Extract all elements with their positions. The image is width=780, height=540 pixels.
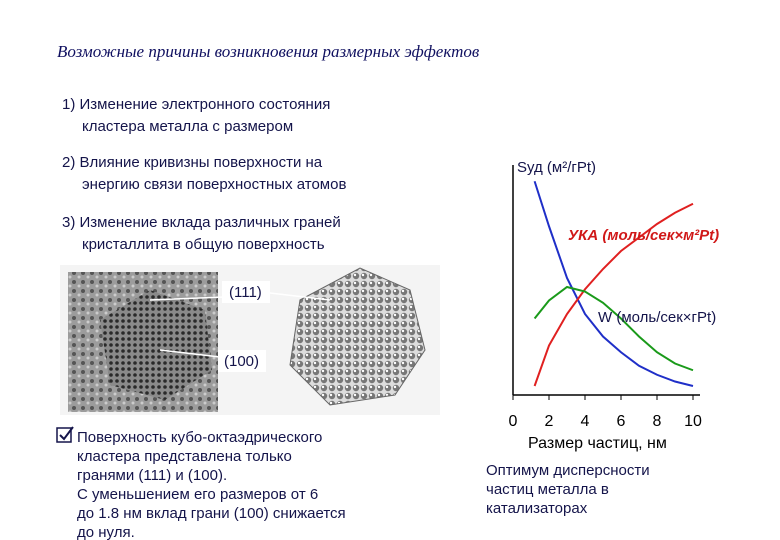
curve-label: Sуд (м²/гPt) [517,159,596,176]
slide-title: Возможные причины возникновения размерны… [57,42,480,61]
item-line: кристаллита в общую поверхность [82,236,325,253]
pointer [149,296,225,301]
note-line: до нуля. [77,524,135,540]
curve-label: W (моль/сек×гPt) [598,309,716,326]
note-line: кластера представлена только [77,448,292,465]
tem-cluster [100,290,212,400]
curve-label: УКА (моль/сек×м²Pt) [568,227,719,244]
item-line: кластера металла с размером [82,118,293,135]
x-tick-label: 4 [581,413,590,430]
image-label: (111) [229,284,262,301]
note-line: С уменьшением его размеров от 6 [77,486,318,503]
caption-line: катализаторах [486,500,588,517]
label-box [218,350,266,372]
curve [533,180,694,387]
checkmark [59,426,74,441]
x-tick-label: 10 [684,413,702,430]
curve [533,285,694,372]
label-box [222,281,270,303]
item-line: энергию связи поверхностных атомов [82,176,346,193]
pointer [269,292,331,301]
x-tick-label: 6 [617,413,626,430]
note-line: Поверхность кубо-октаэдрического [77,429,322,446]
item-line: 2) Влияние кривизны поверхности на [62,154,323,171]
pointer [159,349,221,358]
x-axis-title: Размер частиц, нм [528,435,667,452]
checkbox [56,427,72,443]
note-line: до 1.8 нм вклад грани (100) снижается [77,505,346,522]
x-tick-label: 2 [545,413,554,430]
note-line: гранями (111) и (100). [77,467,227,484]
item-line: 1) Изменение электронного состояния [62,96,330,113]
image-label: (100) [224,353,259,370]
x-tick-label: 0 [509,413,518,430]
curve [533,202,694,387]
item-line: 3) Изменение вклада различных граней [62,214,341,231]
x-tick-label: 8 [653,413,662,430]
caption-line: частиц металла в [486,481,609,498]
cluster-model [289,267,426,406]
caption-line: Оптимум дисперсности [486,462,650,479]
